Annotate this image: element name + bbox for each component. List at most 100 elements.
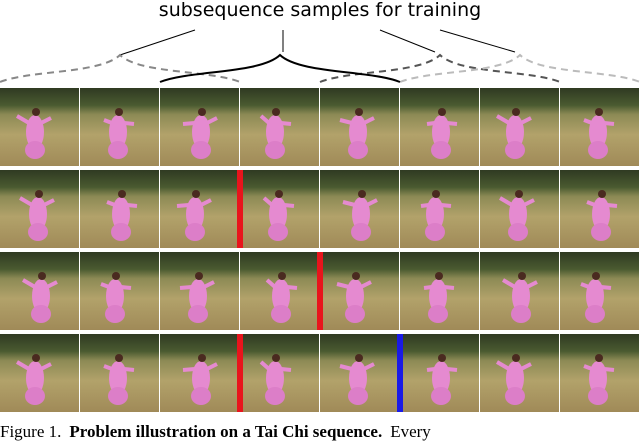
figure-legs	[271, 305, 291, 323]
figure-body	[192, 361, 210, 395]
figure-head	[512, 354, 520, 362]
figure-arm	[583, 118, 593, 125]
figure-legs	[505, 387, 525, 405]
figure-arm	[176, 203, 190, 208]
figure-legs	[111, 223, 131, 241]
figure-head	[272, 108, 280, 116]
figure-body	[109, 361, 127, 395]
figure-body	[29, 197, 47, 231]
caption: Figure 1. Problem illustration on a Tai C…	[0, 422, 431, 441]
figure-arm	[46, 280, 58, 289]
figure-arm	[265, 278, 277, 289]
figure-legs	[585, 305, 605, 323]
figure-arm	[182, 367, 196, 372]
figure-legs	[25, 387, 45, 405]
figure-legs	[591, 223, 611, 241]
figure-body	[349, 361, 367, 395]
frame-grid	[0, 88, 639, 412]
figure-body	[106, 279, 124, 313]
brace	[399, 53, 640, 83]
figure-body	[506, 115, 524, 149]
pointer-line	[439, 29, 516, 53]
figure-legs	[425, 223, 445, 241]
figure-arm	[446, 121, 458, 126]
figure-arm	[203, 280, 215, 289]
figure-arm	[339, 118, 353, 125]
figure-legs	[265, 141, 285, 159]
caption-bold: Problem illustration on a Tai Chi sequen…	[69, 422, 382, 441]
figure-body	[432, 115, 450, 149]
figure-body	[352, 197, 370, 231]
figure-arm	[501, 278, 517, 289]
brace	[0, 53, 241, 83]
figure-legs	[105, 305, 125, 323]
pointer-line	[379, 29, 436, 53]
figure-head	[112, 272, 120, 280]
figure-arm	[443, 285, 455, 290]
figure-arm	[40, 362, 52, 371]
figure-body	[266, 115, 284, 149]
boundary-bar	[397, 334, 403, 412]
caption-rest: Every	[390, 422, 431, 441]
figure-arm	[103, 118, 113, 125]
figure-arm	[583, 364, 593, 371]
figure-head	[35, 190, 43, 198]
figure-arm	[440, 203, 452, 208]
figure-arm	[280, 121, 292, 126]
figure-arm	[363, 116, 375, 125]
caption-prefix: Figure 1.	[0, 422, 61, 441]
figure-body	[189, 279, 207, 313]
figure-legs	[508, 223, 528, 241]
figure-label: subsequence samples for training	[159, 0, 481, 21]
figure-arm	[283, 203, 295, 208]
figure-body	[112, 197, 130, 231]
figure-body	[506, 361, 524, 395]
figure-head	[515, 190, 523, 198]
figure-body	[192, 115, 210, 149]
figure-arm	[363, 362, 375, 371]
figure-head	[355, 108, 363, 116]
figure-legs	[265, 387, 285, 405]
figure-legs	[108, 141, 128, 159]
figure-arm	[580, 282, 590, 289]
figure-head	[512, 108, 520, 116]
figure-arm	[586, 200, 596, 207]
figure-arm	[286, 285, 298, 290]
braces	[0, 29, 640, 83]
figure-body	[589, 361, 607, 395]
figure-head	[438, 108, 446, 116]
figure-body	[346, 279, 364, 313]
figure-head	[192, 190, 200, 198]
figure-body	[592, 197, 610, 231]
figure-head	[595, 354, 603, 362]
figure-body	[109, 115, 127, 149]
figure-legs	[25, 141, 45, 159]
figure-head	[592, 272, 600, 280]
figure-legs	[505, 141, 525, 159]
figure-head	[195, 272, 203, 280]
figure-legs	[428, 305, 448, 323]
figure-arm	[40, 116, 52, 125]
figure-head	[595, 108, 603, 116]
figure-body	[586, 279, 604, 313]
figure-arm	[426, 121, 436, 126]
figure-arm	[603, 121, 615, 126]
figure-body	[269, 197, 287, 231]
figure-arm	[366, 198, 378, 207]
figure-legs	[191, 387, 211, 405]
figure-legs	[431, 141, 451, 159]
figure-legs	[348, 387, 368, 405]
figure-legs	[345, 305, 365, 323]
figure-head	[275, 190, 283, 198]
figure-legs	[28, 223, 48, 241]
figure-head	[598, 190, 606, 198]
figure-head	[115, 108, 123, 116]
boundary-bar	[237, 334, 243, 412]
figure-arm	[259, 360, 271, 371]
figure-head	[355, 354, 363, 362]
figure-head	[518, 272, 526, 280]
figure-arm	[182, 121, 196, 126]
figure-arm	[15, 360, 31, 371]
figure-legs	[31, 305, 51, 323]
